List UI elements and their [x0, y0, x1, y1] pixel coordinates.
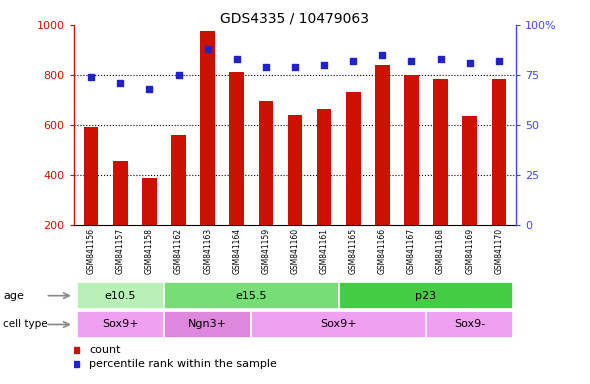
Point [232, 56, 241, 62]
Text: percentile rank within the sample: percentile rank within the sample [89, 359, 277, 369]
Bar [171, 135, 186, 275]
Point [494, 58, 503, 64]
Text: Sox9-: Sox9- [454, 319, 486, 329]
Text: GSM841164: GSM841164 [232, 228, 241, 274]
Text: GSM841162: GSM841162 [174, 228, 183, 274]
Point [319, 62, 329, 68]
Bar [230, 73, 244, 275]
Bar [346, 93, 360, 275]
Bar [164, 282, 339, 309]
Text: e10.5: e10.5 [104, 291, 136, 301]
Text: GSM841167: GSM841167 [407, 228, 416, 274]
Text: GSM841169: GSM841169 [465, 228, 474, 274]
Text: GSM841165: GSM841165 [349, 228, 358, 274]
Bar [375, 65, 389, 275]
Point [203, 46, 212, 52]
Text: Sox9+: Sox9+ [320, 319, 357, 329]
Bar [164, 311, 251, 338]
Bar [317, 109, 332, 275]
Point [436, 56, 445, 62]
Bar [288, 115, 302, 275]
Text: GSM841163: GSM841163 [203, 228, 212, 274]
Text: GSM841170: GSM841170 [494, 228, 503, 274]
Text: Sox9+: Sox9+ [102, 319, 139, 329]
Text: Ngn3+: Ngn3+ [188, 319, 227, 329]
Bar [426, 311, 513, 338]
Text: GSM841166: GSM841166 [378, 228, 387, 274]
Bar [77, 311, 164, 338]
Bar [77, 282, 164, 309]
Text: GSM841158: GSM841158 [145, 228, 154, 274]
Point [349, 58, 358, 64]
Bar [463, 116, 477, 275]
Bar [201, 31, 215, 275]
Bar [113, 161, 127, 275]
Bar [251, 311, 426, 338]
Text: cell type: cell type [3, 319, 48, 329]
Text: e15.5: e15.5 [235, 291, 267, 301]
Point [465, 60, 474, 66]
Point [407, 58, 416, 64]
Text: GSM841159: GSM841159 [261, 228, 270, 274]
Bar [258, 101, 273, 275]
Point [116, 80, 125, 86]
Text: GSM841156: GSM841156 [87, 228, 96, 274]
Bar [491, 79, 506, 275]
Text: p23: p23 [415, 291, 437, 301]
Point [145, 86, 154, 92]
Bar [142, 179, 157, 275]
Bar [84, 127, 99, 275]
Point [261, 64, 271, 70]
Bar [433, 79, 448, 275]
Point [378, 52, 387, 58]
Text: GSM841161: GSM841161 [320, 228, 329, 274]
Text: age: age [3, 291, 24, 301]
Point [174, 72, 183, 78]
Text: GSM841168: GSM841168 [436, 228, 445, 274]
Bar [404, 75, 419, 275]
Text: count: count [89, 344, 121, 355]
Point [290, 64, 300, 70]
Text: GSM841157: GSM841157 [116, 228, 125, 274]
Text: GSM841160: GSM841160 [290, 228, 300, 274]
Text: GDS4335 / 10479063: GDS4335 / 10479063 [221, 12, 369, 25]
Point [87, 74, 96, 80]
Bar [339, 282, 513, 309]
